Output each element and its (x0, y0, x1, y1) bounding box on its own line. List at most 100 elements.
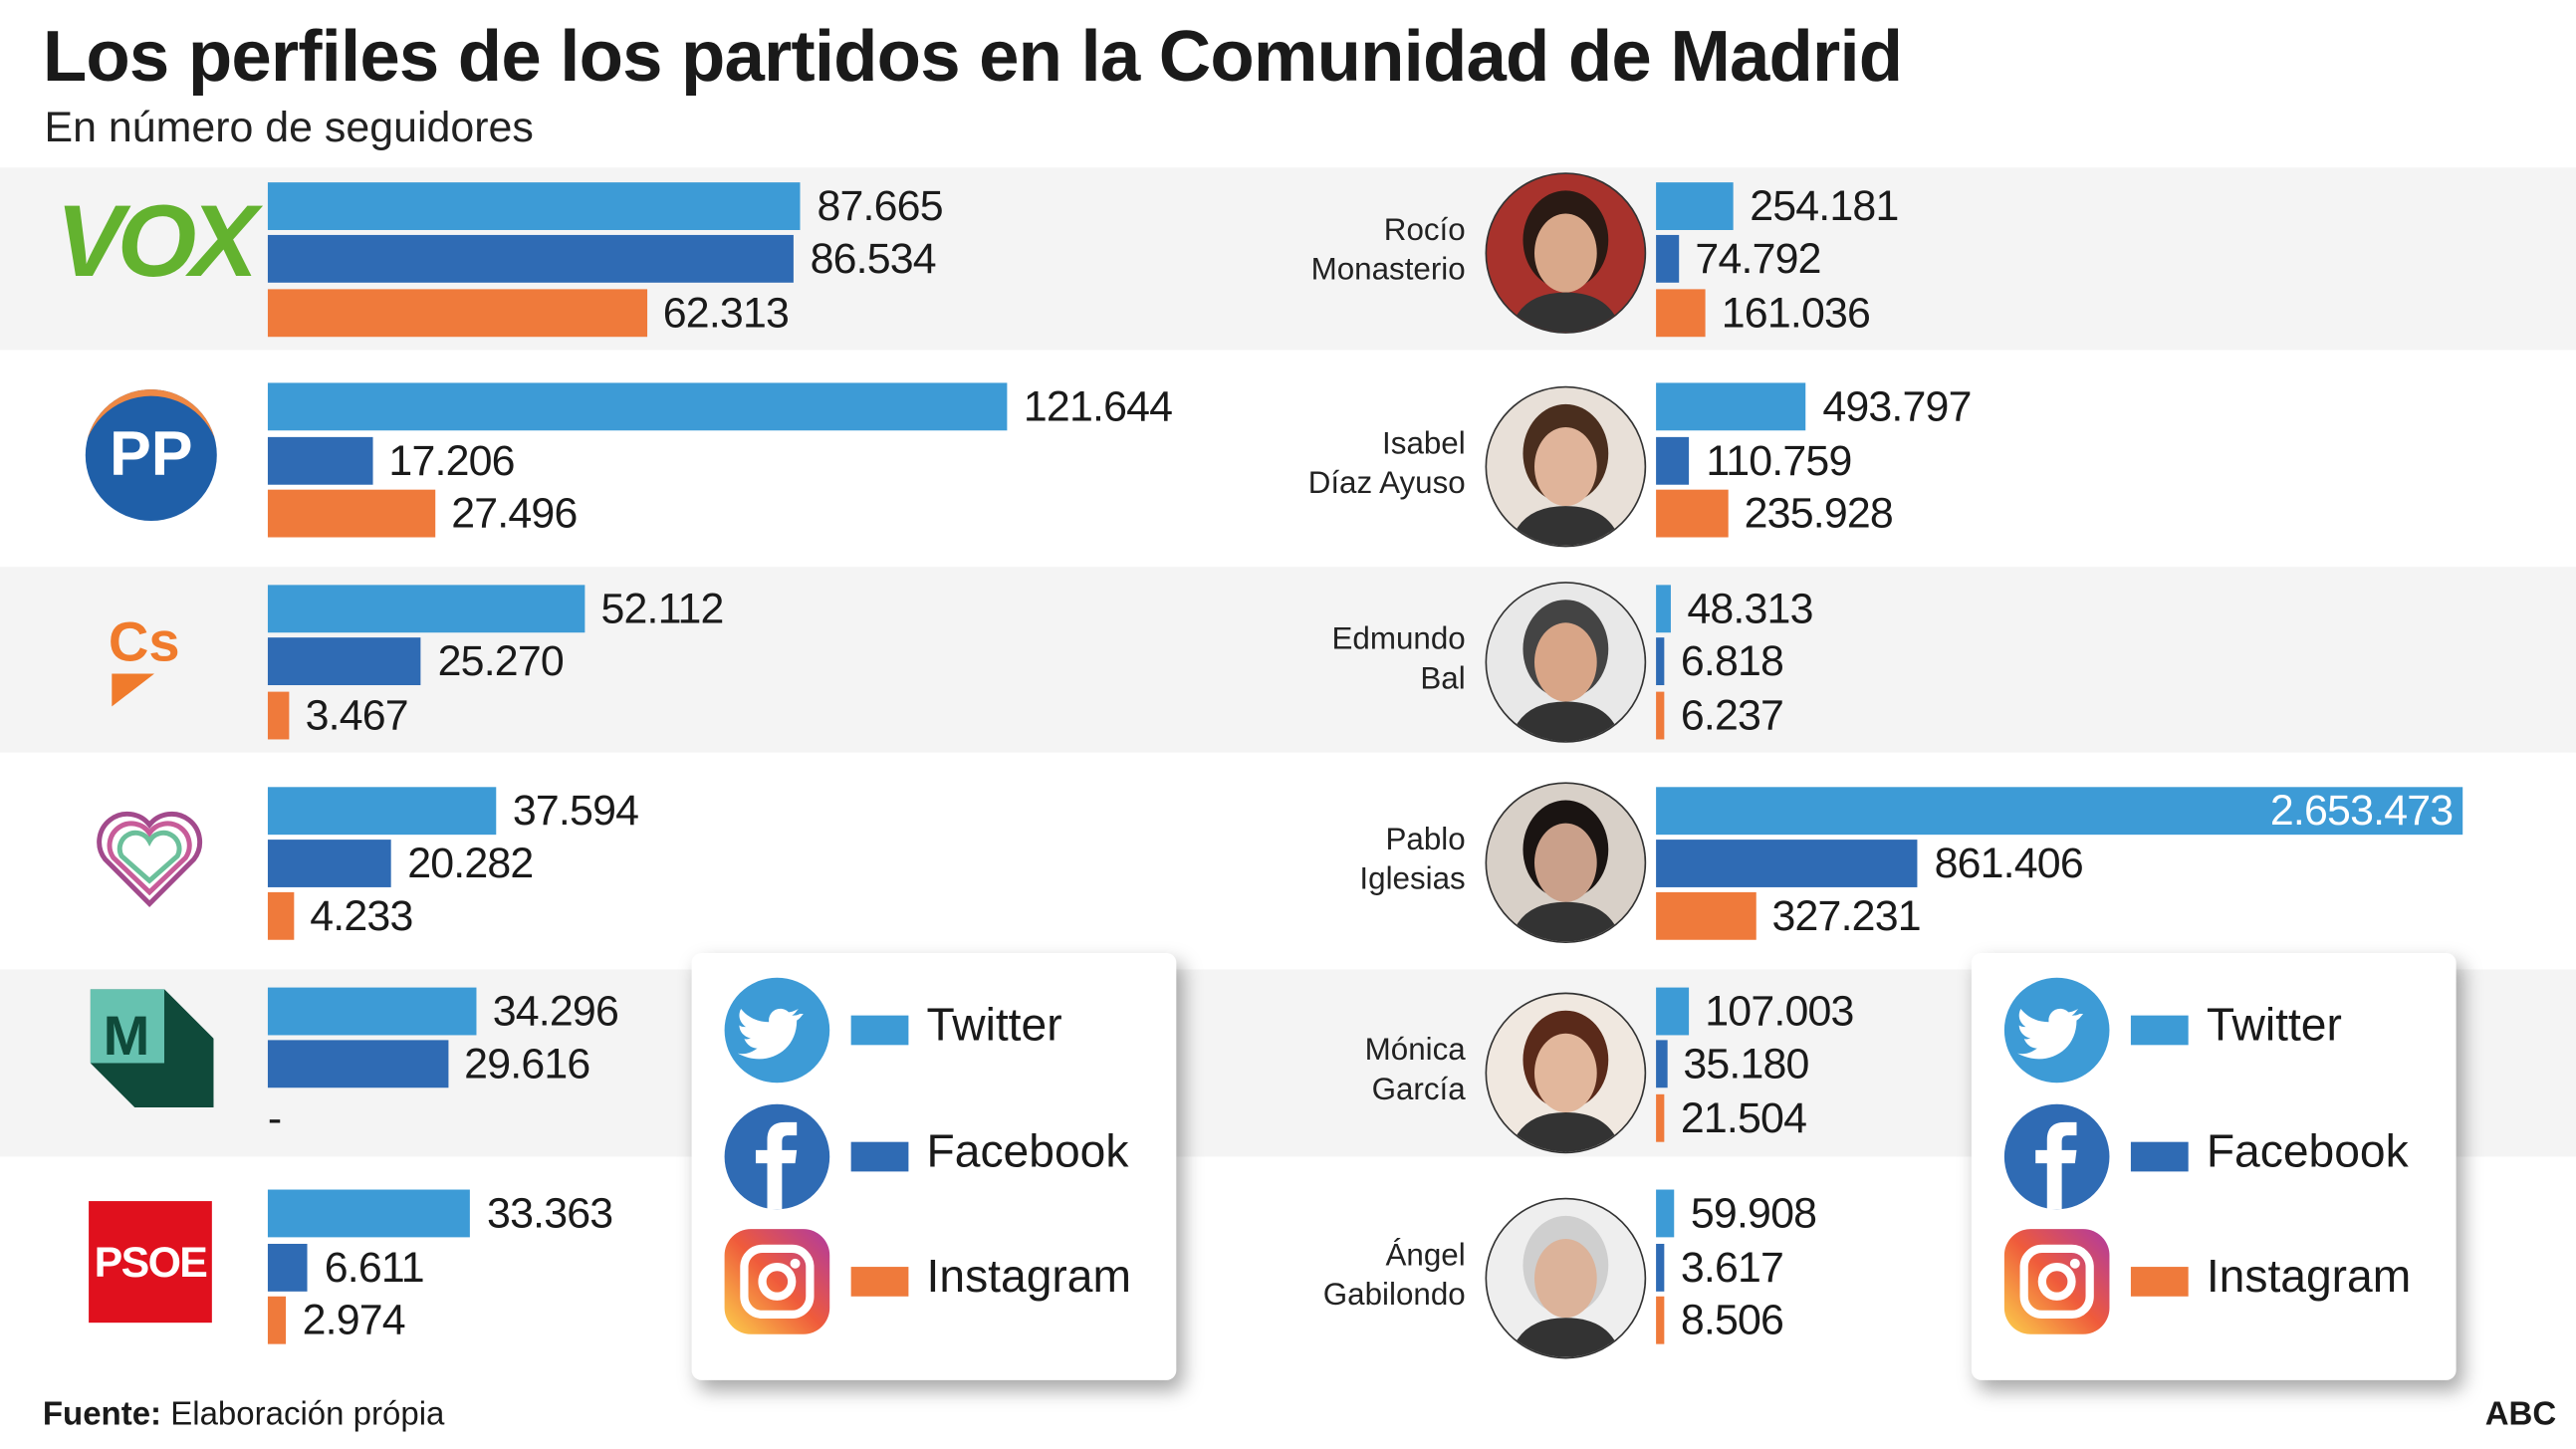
bar-facebook (267, 840, 391, 887)
candidate-photo (1485, 782, 1647, 944)
value-label-twitter: 34.296 (492, 985, 619, 1036)
bar-facebook (1656, 637, 1665, 686)
bar-facebook (267, 1243, 309, 1292)
value-label-instagram: 235.928 (1744, 488, 1894, 538)
bar-twitter (267, 382, 1008, 431)
candidate-name-line: Díaz Ayuso (1307, 466, 1466, 502)
bar-twitter (1656, 585, 1671, 633)
bar-twitter (1656, 787, 2463, 836)
twitter-bird-icon (2003, 977, 2110, 1084)
legend-label-instagram: Instagram (926, 1250, 1131, 1302)
bar-instagram (267, 691, 290, 740)
cs-logo: Cs (108, 610, 180, 674)
value-label-twitter: 48.313 (1687, 583, 1813, 633)
value-label-twitter: 254.181 (1750, 180, 1899, 230)
candidate-name: Pablo Iglesias (1137, 822, 1466, 900)
mas-madrid-logo: M (90, 989, 214, 1108)
bar-facebook (267, 1040, 448, 1088)
bar-twitter (267, 787, 497, 836)
value-label-facebook: 86.534 (810, 233, 937, 283)
bar-twitter (267, 585, 585, 633)
source-label: Fuente: (42, 1396, 162, 1433)
bar-instagram (267, 891, 294, 940)
candidate-name: Edmundo Bal (1137, 621, 1466, 700)
value-label-instagram: 161.036 (1721, 287, 1871, 338)
value-label-instagram: 21.504 (1680, 1092, 1807, 1142)
bar-facebook (1656, 234, 1679, 283)
value-label-instagram: 62.313 (662, 287, 790, 338)
pp-logo: PP (85, 389, 217, 522)
value-label-instagram: 27.496 (451, 488, 578, 538)
candidate-photo (1485, 172, 1647, 334)
bar-instagram (1656, 1296, 1665, 1344)
cs-triangle-icon (112, 673, 155, 707)
value-label-facebook: 17.206 (388, 435, 515, 485)
candidate-name: Rocío Monasterio (1137, 212, 1466, 291)
bar-twitter (1656, 382, 1806, 431)
twitter-bird-icon (724, 977, 830, 1084)
bar-twitter (1656, 987, 1689, 1036)
bar-instagram (1656, 289, 1706, 338)
candidate-photo (1485, 582, 1647, 743)
value-label-instagram: 327.231 (1771, 890, 1921, 940)
candidate-name-line: Gabilondo (1322, 1278, 1466, 1314)
psoe-logo: PSOE (89, 1201, 212, 1324)
value-label-twitter: 87.665 (817, 180, 943, 230)
bar-facebook (267, 436, 372, 485)
legend-label-twitter: Twitter (2206, 999, 2342, 1051)
chart-subtitle: En número de seguidores (44, 102, 534, 151)
source-text: Elaboración própia (170, 1396, 445, 1433)
bar-instagram (267, 489, 435, 538)
candidate-name-line: Iglesias (1359, 862, 1466, 897)
value-label-instagram: 6.237 (1680, 689, 1784, 740)
bar-facebook (267, 637, 422, 686)
bar-facebook (1656, 1243, 1665, 1292)
value-label-instagram: 8.506 (1680, 1295, 1784, 1344)
svg-text:M: M (104, 1004, 150, 1067)
value-label-twitter: 121.644 (1023, 380, 1173, 431)
legend-swatch-twitter (850, 1015, 909, 1046)
bar-instagram (267, 1296, 287, 1344)
bar-twitter (267, 182, 801, 230)
value-label-twitter: 59.908 (1690, 1187, 1817, 1238)
facebook-f-icon (724, 1103, 830, 1210)
candidate-photo (1485, 992, 1647, 1154)
bar-instagram (1656, 691, 1665, 740)
value-label-facebook: 35.180 (1683, 1038, 1809, 1088)
bar-facebook (267, 234, 795, 283)
instagram-camera-icon (2003, 1229, 2110, 1334)
bar-twitter (267, 1189, 471, 1238)
value-label-facebook: 6.818 (1680, 635, 1784, 686)
candidate-name: Ángel Gabilondo (1137, 1237, 1466, 1316)
source-note: Fuente: Elaboración própia (43, 1396, 445, 1434)
bar-facebook (1656, 1040, 1667, 1088)
legend-box: Twitter Facebook Instagram (691, 952, 1177, 1380)
value-label-instagram: 4.233 (310, 890, 413, 940)
legend-label-instagram: Instagram (2206, 1250, 2412, 1302)
bar-instagram (267, 289, 647, 338)
legend-label-facebook: Facebook (2206, 1125, 2409, 1177)
value-label-instagram: 2.974 (302, 1295, 406, 1344)
value-label-facebook: 74.792 (1695, 233, 1821, 283)
value-label-instagram: - (267, 1092, 282, 1142)
vox-logo: VOX (56, 185, 258, 300)
candidate-name-line: Mónica (1364, 1033, 1466, 1069)
candidate-name-line: Pablo (1385, 823, 1466, 858)
value-label-facebook: 25.270 (437, 635, 565, 686)
candidate-name-line: García (1371, 1073, 1466, 1108)
candidate-name-line: Ángel (1385, 1239, 1466, 1274)
bar-facebook (1656, 840, 1919, 887)
bar-twitter (1656, 182, 1734, 230)
value-label-instagram: 3.467 (305, 689, 409, 740)
value-label-twitter: 37.594 (512, 785, 639, 836)
legend-swatch-facebook (850, 1141, 909, 1172)
candidate-photo (1485, 1197, 1647, 1359)
bar-instagram (1656, 489, 1729, 538)
bar-facebook (1656, 436, 1690, 485)
podemos-heart-logo (97, 811, 203, 907)
value-label-facebook: 3.617 (1680, 1242, 1784, 1292)
brand-credit: ABC (2484, 1396, 2557, 1433)
instagram-camera-icon (724, 1229, 830, 1334)
value-label-facebook: 29.616 (464, 1038, 590, 1088)
legend-swatch-twitter (2130, 1015, 2189, 1046)
